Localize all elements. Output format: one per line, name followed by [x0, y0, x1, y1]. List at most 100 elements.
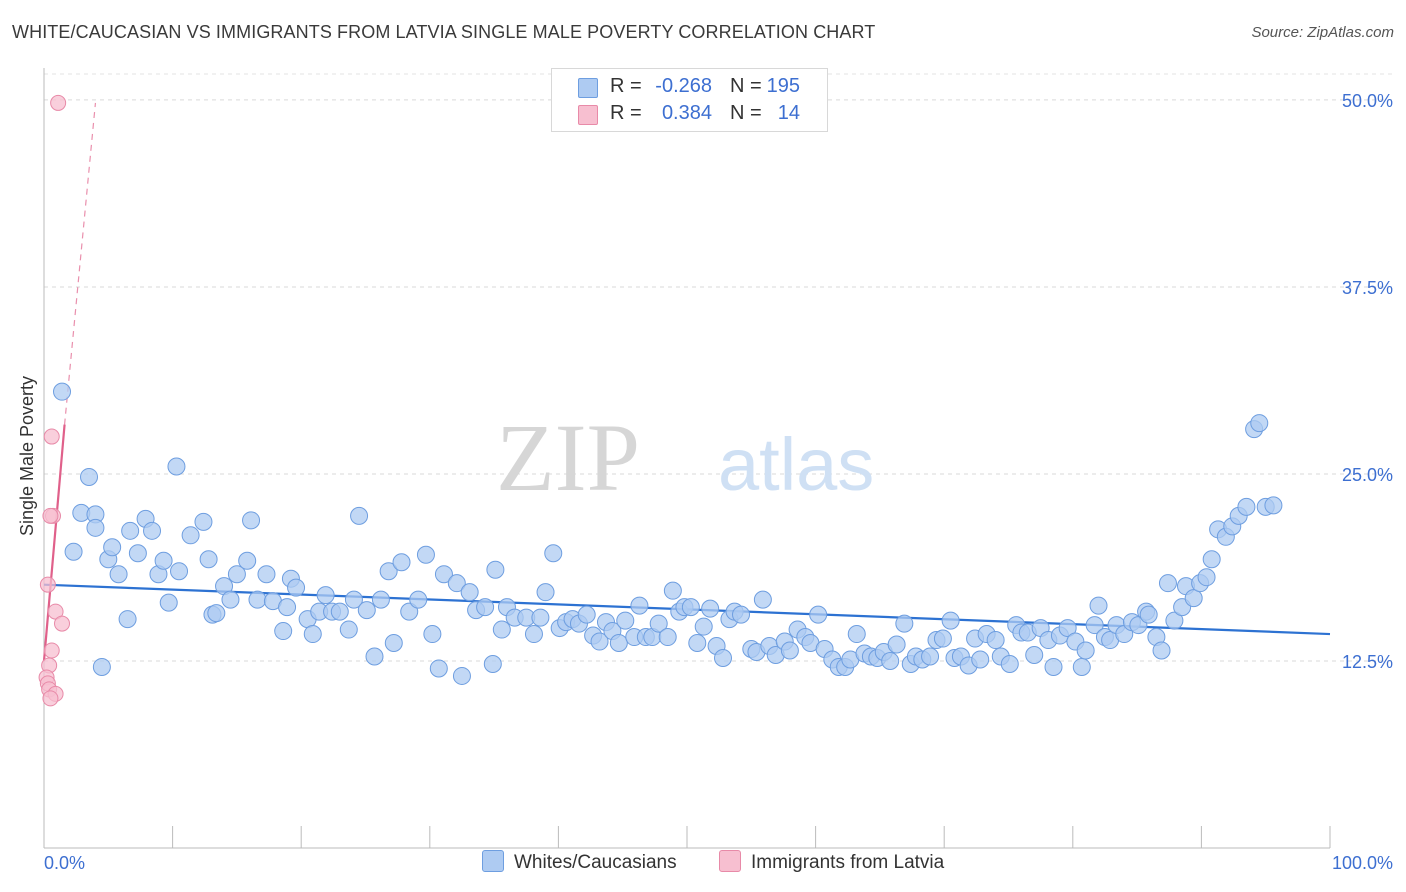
point-whites [663, 581, 682, 600]
point-whites [53, 382, 72, 401]
point-whites [429, 659, 448, 678]
n-value: 14 [777, 102, 800, 124]
point-whites [434, 565, 453, 584]
point-whites [694, 617, 713, 636]
axes [43, 68, 1331, 849]
point-whites [452, 666, 471, 685]
point-whites [616, 611, 635, 630]
point-whites [524, 625, 543, 644]
point-whites [121, 521, 140, 540]
point-whites [274, 622, 293, 641]
point-whites [1025, 645, 1044, 664]
point-whites [887, 635, 906, 654]
watermark-atlas: atlas [718, 423, 874, 506]
series-whites [53, 382, 1283, 685]
point-whites [1089, 596, 1108, 615]
point-whites [92, 657, 111, 676]
point-whites [701, 599, 720, 618]
point-whites [344, 590, 363, 609]
point-whites [714, 648, 733, 667]
point-latvia [42, 690, 59, 707]
point-whites [476, 598, 495, 617]
legend-label-latvia: Immigrants from Latvia [751, 852, 945, 873]
point-whites [895, 614, 914, 633]
point-whites [392, 553, 411, 572]
point-whites [194, 512, 213, 531]
legend-swatch-whites [482, 850, 504, 872]
point-whites [242, 511, 261, 530]
correlation-stats-box: R = -0.268 N = 195 R = 0.384 N = 14 [551, 68, 828, 132]
x-tick-label: 0.0% [44, 853, 85, 873]
tick-labels: 12.5% 25.0% 37.5% 50.0% 0.0% 100.0% [44, 91, 1393, 873]
point-whites [688, 634, 707, 653]
point-whites [350, 506, 369, 525]
point-whites [1076, 641, 1095, 660]
point-whites [248, 590, 267, 609]
point-whites [221, 590, 240, 609]
point-whites [492, 620, 511, 639]
point-whites [278, 598, 297, 617]
n-label: N = [730, 75, 762, 97]
point-whites [681, 598, 700, 617]
point-whites [316, 586, 335, 605]
point-whites [1197, 568, 1216, 587]
point-whites [609, 634, 628, 653]
point-latvia [43, 428, 60, 445]
point-latvia [42, 507, 59, 524]
point-whites [257, 565, 276, 584]
chart-title: WHITE/CAUCASIAN VS IMMIGRANTS FROM LATVI… [12, 22, 876, 42]
point-whites [181, 526, 200, 545]
point-whites [1202, 550, 1221, 569]
r-label: R = [610, 102, 642, 124]
point-whites [753, 590, 772, 609]
point-whites [103, 538, 122, 557]
trend-line-extension [63, 102, 97, 425]
legend-item-whites[interactable]: Whites/Caucasians [482, 850, 677, 874]
point-whites [80, 467, 99, 486]
point-whites [238, 551, 257, 570]
point-whites [365, 647, 384, 666]
point-whites [400, 602, 419, 621]
point-whites [207, 604, 226, 623]
latvia-swatch [578, 105, 598, 125]
point-whites [590, 632, 609, 651]
legend-item-latvia[interactable]: Immigrants from Latvia [719, 850, 944, 874]
point-whites [371, 590, 390, 609]
r-label: R = [610, 75, 642, 97]
stats-row-whites: R = -0.268 N = 195 [552, 75, 827, 101]
point-whites [630, 596, 649, 615]
point-whites [732, 605, 751, 624]
point-whites [483, 654, 502, 673]
point-whites [1237, 497, 1256, 516]
point-whites [447, 574, 466, 593]
point-whites [1085, 616, 1104, 635]
legend-swatch-latvia [719, 850, 741, 872]
grid-lines [44, 73, 1394, 662]
point-whites [1184, 589, 1203, 608]
trend-line-latvia [42, 424, 66, 662]
point-whites [143, 521, 162, 540]
point-whites [921, 647, 940, 666]
point-whites [357, 601, 376, 620]
point-whites [330, 602, 349, 621]
point-whites [416, 545, 435, 564]
r-value: 0.384 [661, 102, 712, 124]
point-whites [933, 629, 952, 648]
point-whites [1165, 611, 1184, 630]
point-whites [1158, 574, 1177, 593]
point-whites [847, 625, 866, 644]
y-tick-label: 12.5% [1342, 652, 1393, 672]
r-value: -0.268 [655, 75, 712, 97]
point-whites [384, 634, 403, 653]
point-whites [649, 614, 668, 633]
point-whites [409, 590, 428, 609]
point-whites [109, 565, 128, 584]
y-tick-label: 50.0% [1342, 91, 1393, 111]
point-latvia [43, 642, 60, 659]
point-whites [128, 544, 147, 563]
point-whites [1044, 657, 1063, 676]
point-whites [86, 518, 105, 537]
point-whites [199, 550, 218, 569]
n-value: 195 [766, 75, 800, 97]
point-whites [941, 611, 960, 630]
